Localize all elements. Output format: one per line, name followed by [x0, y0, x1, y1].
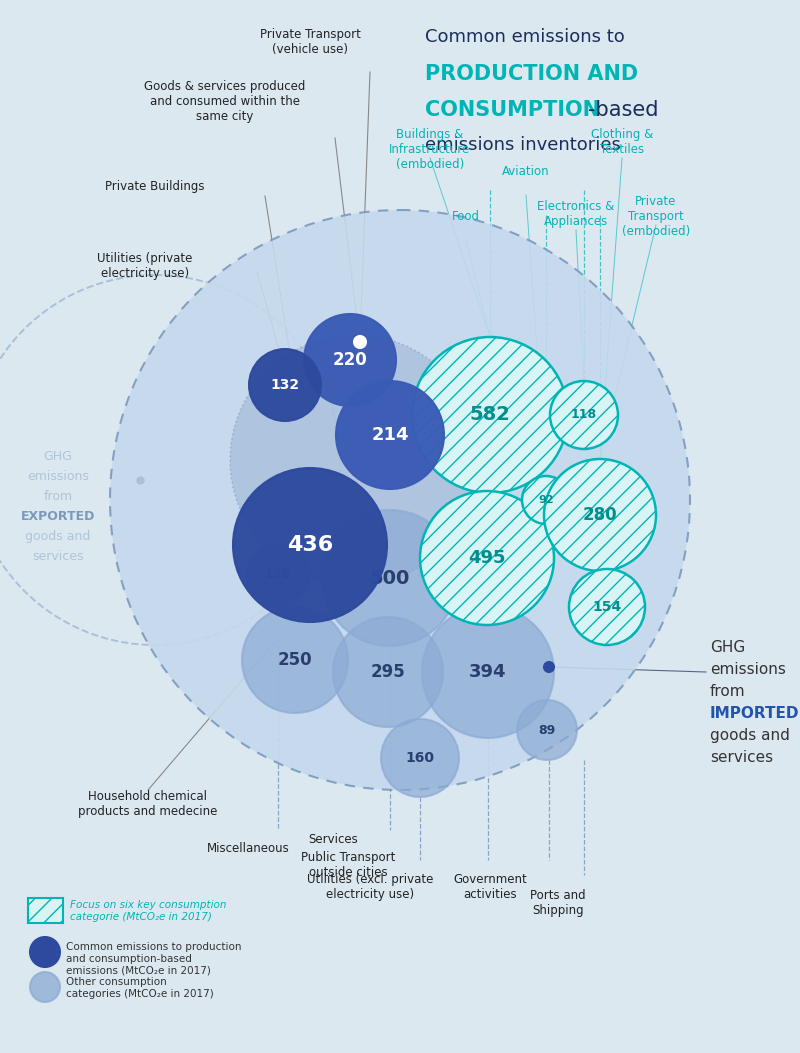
Text: 138: 138: [265, 569, 291, 581]
Text: PRODUCTION AND: PRODUCTION AND: [425, 64, 638, 84]
Text: GHG: GHG: [710, 640, 746, 655]
Circle shape: [322, 510, 458, 645]
Bar: [28, 898, 63, 923]
Text: CONSUMPTION: CONSUMPTION: [425, 100, 600, 120]
Text: Other consumption
categories (MtCO₂e in 2017): Other consumption categories (MtCO₂e in …: [66, 977, 214, 998]
Circle shape: [242, 607, 348, 713]
Circle shape: [110, 210, 690, 790]
Text: Utilities (private
electricity use): Utilities (private electricity use): [98, 252, 193, 280]
Text: -based: -based: [588, 100, 658, 120]
Text: services: services: [710, 750, 773, 764]
Circle shape: [550, 381, 618, 449]
Circle shape: [420, 491, 554, 625]
Text: goods and: goods and: [710, 728, 790, 743]
Text: Ports and
Shipping: Ports and Shipping: [530, 889, 586, 917]
Text: Buildings &
Infrastructure
(embodied): Buildings & Infrastructure (embodied): [390, 128, 470, 171]
Text: Common emissions to production
and consumption-based
emissions (MtCO₂e in 2017): Common emissions to production and consu…: [66, 942, 242, 975]
Circle shape: [544, 459, 656, 571]
Circle shape: [544, 662, 554, 672]
Text: Miscellaneous: Miscellaneous: [206, 842, 290, 855]
Text: 500: 500: [370, 569, 410, 588]
Text: 160: 160: [406, 751, 434, 764]
Text: Electronics &
Appliances: Electronics & Appliances: [538, 200, 614, 229]
Circle shape: [333, 617, 443, 727]
Text: 495: 495: [468, 549, 506, 567]
Text: Private Buildings: Private Buildings: [106, 180, 205, 193]
Circle shape: [522, 476, 570, 524]
Text: Utilities (excl. private
electricity use): Utilities (excl. private electricity use…: [307, 873, 433, 901]
Text: 118: 118: [571, 409, 597, 421]
Text: 132: 132: [270, 378, 299, 392]
Text: 214: 214: [371, 426, 409, 444]
Text: emissions: emissions: [27, 470, 89, 483]
Text: emissions inventories: emissions inventories: [425, 136, 621, 154]
Text: 220: 220: [333, 351, 367, 369]
Text: 92: 92: [538, 495, 554, 505]
Circle shape: [517, 700, 577, 760]
Text: 295: 295: [370, 663, 406, 681]
Text: emissions: emissions: [710, 662, 786, 677]
Text: Common emissions to: Common emissions to: [425, 28, 625, 46]
Text: Public Transport
outside cities: Public Transport outside cities: [301, 851, 395, 879]
Text: from: from: [710, 684, 746, 699]
Circle shape: [30, 937, 60, 967]
Text: Private
Transport
(embodied): Private Transport (embodied): [622, 195, 690, 238]
Text: 394: 394: [470, 663, 506, 681]
Text: EXPORTED: EXPORTED: [21, 510, 95, 523]
Text: 250: 250: [278, 651, 312, 669]
Text: Goods & services produced
and consumed within the
same city: Goods & services produced and consumed w…: [144, 80, 306, 123]
Text: Aviation: Aviation: [502, 165, 550, 178]
Text: Food: Food: [452, 210, 480, 223]
Circle shape: [247, 544, 309, 605]
Circle shape: [230, 335, 480, 585]
Text: Government
activities: Government activities: [453, 873, 527, 901]
Text: IMPORTED: IMPORTED: [710, 706, 799, 721]
Circle shape: [336, 381, 444, 489]
Circle shape: [412, 337, 568, 493]
Text: Household chemical
products and medecine: Household chemical products and medecine: [78, 790, 218, 818]
Text: Private Transport
(vehicle use): Private Transport (vehicle use): [259, 28, 361, 56]
Circle shape: [233, 468, 387, 622]
Text: goods and: goods and: [26, 530, 90, 543]
Text: Services: Services: [308, 833, 358, 846]
Circle shape: [304, 314, 396, 406]
Text: Focus on six key consumption
categorie (MtCO₂e in 2017): Focus on six key consumption categorie (…: [70, 900, 226, 921]
Text: 89: 89: [538, 723, 556, 736]
Circle shape: [422, 605, 554, 738]
Circle shape: [569, 569, 645, 645]
Circle shape: [30, 972, 60, 1002]
Text: 582: 582: [470, 405, 510, 424]
Text: 436: 436: [287, 535, 333, 555]
Circle shape: [381, 719, 459, 797]
Text: GHG: GHG: [43, 450, 73, 463]
Circle shape: [354, 336, 366, 347]
Text: Clothing &
Textiles: Clothing & Textiles: [591, 128, 653, 156]
Text: 280: 280: [582, 506, 618, 524]
Text: 154: 154: [592, 600, 622, 614]
Text: services: services: [32, 550, 84, 563]
Text: from: from: [43, 490, 73, 503]
Circle shape: [249, 349, 321, 421]
